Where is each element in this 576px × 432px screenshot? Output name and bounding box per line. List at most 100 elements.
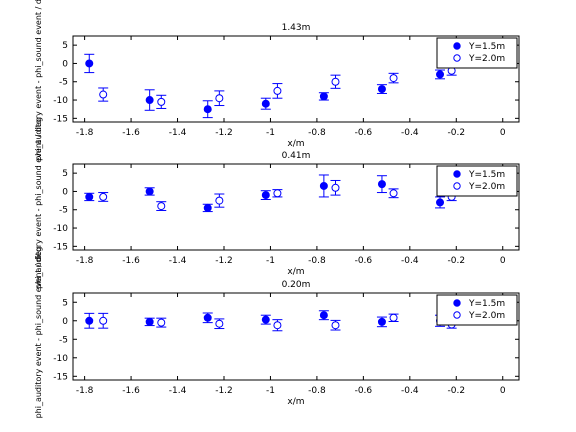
- data-point: [389, 313, 398, 322]
- x-tick-label: -0.6: [355, 386, 373, 396]
- subplot-title: 0.20m: [282, 280, 311, 290]
- data-point: [331, 321, 340, 330]
- data-point: [273, 86, 282, 95]
- axes-frame: [72, 163, 520, 251]
- y-tick-label: -10: [53, 96, 68, 106]
- data-point: [215, 319, 224, 328]
- legend: Y=1.5m Y=2.0m: [436, 37, 518, 69]
- y-tick-label: -10: [53, 354, 68, 364]
- x-tick-label: -1: [266, 386, 275, 396]
- axes-frame: [72, 292, 520, 381]
- legend: Y=1.5m Y=2.0m: [436, 294, 518, 326]
- x-axis-label: x/m: [287, 267, 304, 277]
- x-tick-label: -1.4: [169, 128, 187, 138]
- data-point: [261, 315, 270, 324]
- data-point: [203, 313, 212, 322]
- x-axis-label: x/m: [287, 397, 304, 407]
- y-tick-label: -5: [59, 335, 68, 345]
- x-tick-label: -0.6: [355, 256, 373, 266]
- subplot-title: 0.41m: [282, 151, 311, 161]
- x-tick-label: -1.6: [122, 386, 140, 396]
- x-tick-label: 0: [500, 256, 506, 266]
- y-tick-label: -5: [59, 78, 68, 88]
- legend-marker: [453, 170, 461, 178]
- x-tick-label: -1.8: [76, 128, 94, 138]
- data-point: [261, 99, 270, 108]
- x-tick-label: -1.8: [76, 256, 94, 266]
- y-tick-label: 0: [62, 317, 68, 327]
- x-tick-label: -0.8: [308, 256, 326, 266]
- subplot-title: 1.43m: [282, 23, 311, 33]
- y-tick-label: -15: [53, 242, 68, 252]
- data-point: [436, 198, 445, 207]
- data-point: [203, 203, 212, 212]
- series-y-2-0m: [98, 179, 457, 211]
- data-point: [389, 189, 398, 198]
- data-point: [203, 105, 212, 114]
- data-point: [261, 191, 270, 200]
- y-tick-label: -5: [59, 206, 68, 216]
- x-tick-label: 0: [500, 128, 506, 138]
- x-tick-label: -0.4: [401, 256, 419, 266]
- y-tick-label: -15: [53, 372, 68, 382]
- x-tick-label: -1.4: [169, 256, 187, 266]
- y-tick-label: 0: [62, 59, 68, 69]
- x-axis-label: x/m: [287, 139, 304, 149]
- data-point: [99, 90, 108, 99]
- subplot-1: -1.8 -1.6 -1.4 -1.2 -1 -0.8 -0.6 -0.4 -0.2 0 5 0 -5 -…: [34, 0, 520, 161]
- data-point: [145, 187, 154, 196]
- data-point: [319, 181, 328, 190]
- data-point: [215, 94, 224, 103]
- subplot-3: -1.8 -1.6 -1.4 -1.2 -1 -0.8 -0.6 -0.4 -0.2 0 5 0 -5 -…: [34, 247, 520, 418]
- x-tick-label: -1.2: [215, 386, 233, 396]
- x-tick-label: -0.4: [401, 386, 419, 396]
- data-point: [85, 192, 94, 201]
- series-y-1-5m: [84, 53, 446, 119]
- x-tick-label: -1.2: [215, 256, 233, 266]
- data-point: [377, 180, 386, 189]
- data-point: [273, 321, 282, 330]
- x-tick-label: -0.4: [401, 128, 419, 138]
- data-point: [145, 96, 154, 105]
- y-tick-label: 5: [62, 169, 68, 179]
- legend-box: [436, 165, 518, 197]
- data-point: [319, 311, 328, 320]
- subplot-2: -1.8 -1.6 -1.4 -1.2 -1 -0.8 -0.6 -0.4 -0.2 0 5 0 -5 -…: [34, 117, 520, 289]
- x-tick-label: -1.6: [122, 256, 140, 266]
- x-tick-label: -1.8: [76, 386, 94, 396]
- data-point: [157, 318, 166, 327]
- data-point: [85, 316, 94, 325]
- data-point: [436, 70, 445, 79]
- legend-marker: [453, 42, 461, 50]
- legend-box: [436, 294, 518, 326]
- data-point: [331, 77, 340, 86]
- data-point: [389, 74, 398, 83]
- legend-label: Y=2.0m: [468, 54, 505, 64]
- data-point: [331, 183, 340, 192]
- x-tick-label: -0.2: [448, 128, 466, 138]
- series-y-1-5m: [84, 174, 446, 213]
- legend-label: Y=2.0m: [468, 311, 505, 321]
- legend-marker: [453, 311, 461, 319]
- legend-label: Y=1.5m: [468, 42, 505, 52]
- x-tick-label: -1: [266, 256, 275, 266]
- legend-box: [436, 37, 518, 69]
- legend-marker: [453, 299, 461, 307]
- data-point: [157, 202, 166, 211]
- data-point: [99, 192, 108, 201]
- x-tick-label: -1.2: [215, 128, 233, 138]
- x-tick-label: -0.6: [355, 128, 373, 138]
- data-point: [85, 59, 94, 68]
- x-tick-label: -1: [266, 128, 275, 138]
- x-tick-label: -0.8: [308, 128, 326, 138]
- data-point: [215, 196, 224, 205]
- x-tick-label: 0: [500, 386, 506, 396]
- data-point: [99, 316, 108, 325]
- data-point: [157, 97, 166, 106]
- legend-marker: [453, 54, 461, 62]
- y-tick-label: 0: [62, 187, 68, 197]
- legend-label: Y=1.5m: [468, 170, 505, 180]
- legend-label: Y=2.0m: [468, 182, 505, 192]
